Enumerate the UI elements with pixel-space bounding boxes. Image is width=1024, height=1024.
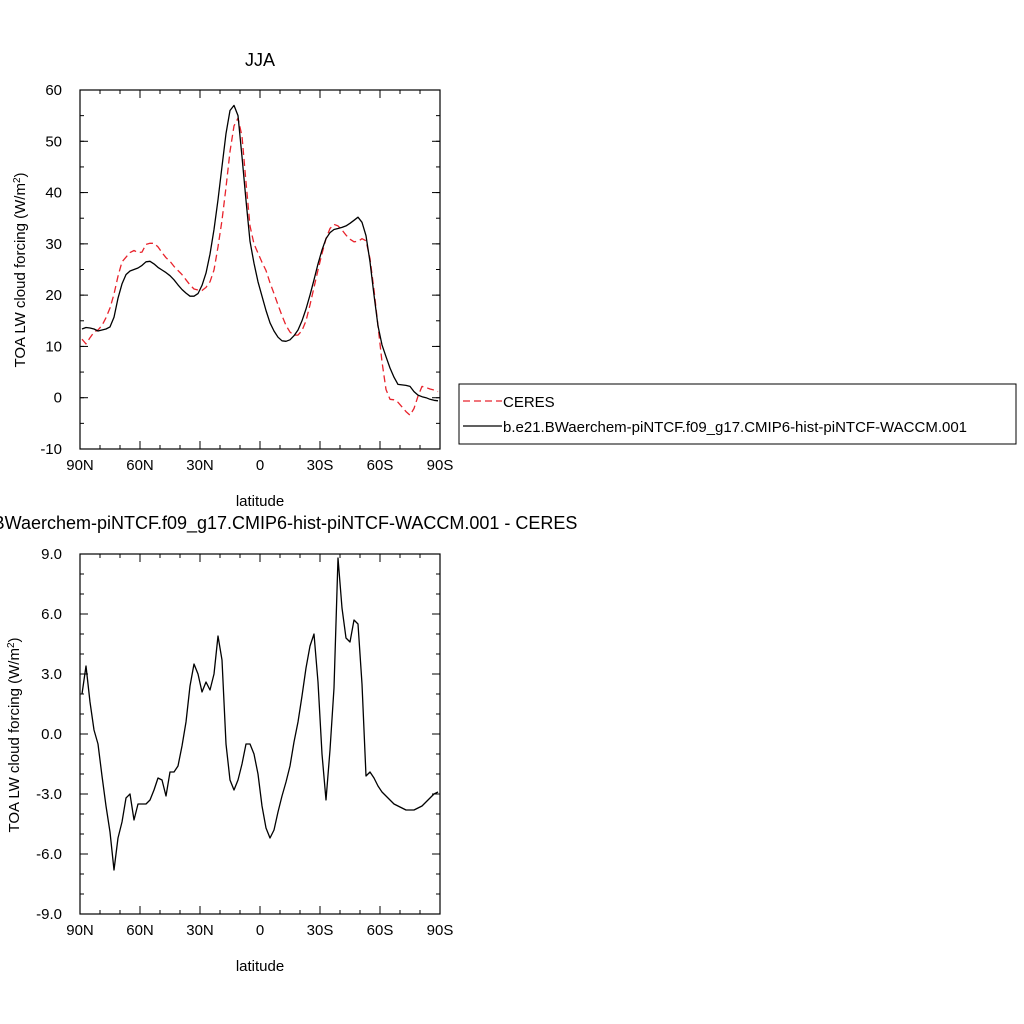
- series-group: [81, 104, 439, 416]
- x-tick-label: 60N: [126, 922, 154, 939]
- y-tick-label: 6.0: [41, 606, 62, 623]
- x-tick-label: 60S: [367, 922, 394, 939]
- y-tick-label: -6.0: [36, 846, 62, 863]
- x-tick-label: 60S: [367, 457, 394, 474]
- x-axis-label: latitude: [236, 958, 284, 975]
- x-tick-label: 30S: [307, 922, 334, 939]
- legend-label-ceres: CERES: [503, 394, 555, 411]
- x-tick-label: 0: [256, 457, 264, 474]
- chart-title: JJA: [245, 50, 275, 70]
- y-axis-label: TOA LW cloud forcing (W/m2): [12, 172, 30, 367]
- x-tick-label: 90N: [66, 457, 94, 474]
- y-tick-label: 9.0: [41, 546, 62, 563]
- axis-ticks: 90N 60N 30N 0 30S 60S 90S -9.0 -6.0 -3.0 0.0 3.0 6.0…: [36, 546, 453, 939]
- y-tick-label: 50: [45, 133, 62, 150]
- x-tick-label: 30S: [307, 457, 334, 474]
- x-tick-label: 0: [256, 922, 264, 939]
- legend-label-model: b.e21.BWaerchem-piNTCF.f09_g17.CMIP6-his…: [503, 419, 967, 436]
- chart-difference: b.e21.BWaerchem-piNTCF.f09_g17.CMIP6-his…: [0, 513, 577, 975]
- series-line-model: [81, 557, 439, 871]
- x-axis-label: latitude: [236, 493, 284, 510]
- legend-box: [458, 383, 1017, 445]
- y-tick-label: 60: [45, 82, 62, 99]
- y-tick-label: 3.0: [41, 666, 62, 683]
- y-tick-label: -3.0: [36, 786, 62, 803]
- y-tick-label: -9.0: [36, 906, 62, 923]
- y-tick-label: -10: [40, 441, 62, 458]
- y-tick-label: 40: [45, 185, 62, 202]
- x-tick-label: 30N: [186, 457, 214, 474]
- axis-ticks: 90N 60N 30N 0 30S 60S 90S -10 0 10 20 30 40 50 60: [40, 82, 453, 474]
- y-axis-label: TOA LW cloud forcing (W/m2): [6, 637, 24, 832]
- x-tick-label: 60N: [126, 457, 154, 474]
- x-tick-label: 90N: [66, 922, 94, 939]
- x-tick-label: 90S: [427, 457, 454, 474]
- y-tick-label: 10: [45, 338, 62, 355]
- legend: CERES b.e21.BWaerchem-piNTCF.f09_g17.CMI…: [458, 383, 1017, 445]
- x-tick-label: 90S: [427, 922, 454, 939]
- series-group: [81, 557, 439, 871]
- y-tick-label: 0.0: [41, 726, 62, 743]
- chart-title: b.e21.BWaerchem-piNTCF.f09_g17.CMIP6-his…: [0, 513, 577, 534]
- series-line-ceres: [81, 117, 439, 416]
- series-line-model: [81, 104, 439, 402]
- chart-jja: JJA 90N 60N 30N 0 30S 60S 90S-100102030405060 …: [12, 50, 1017, 510]
- y-tick-label: 0: [54, 390, 62, 407]
- y-tick-label: 30: [45, 236, 62, 253]
- x-tick-label: 30N: [186, 922, 214, 939]
- plot-frame: [79, 553, 441, 915]
- y-tick-label: 20: [45, 287, 62, 304]
